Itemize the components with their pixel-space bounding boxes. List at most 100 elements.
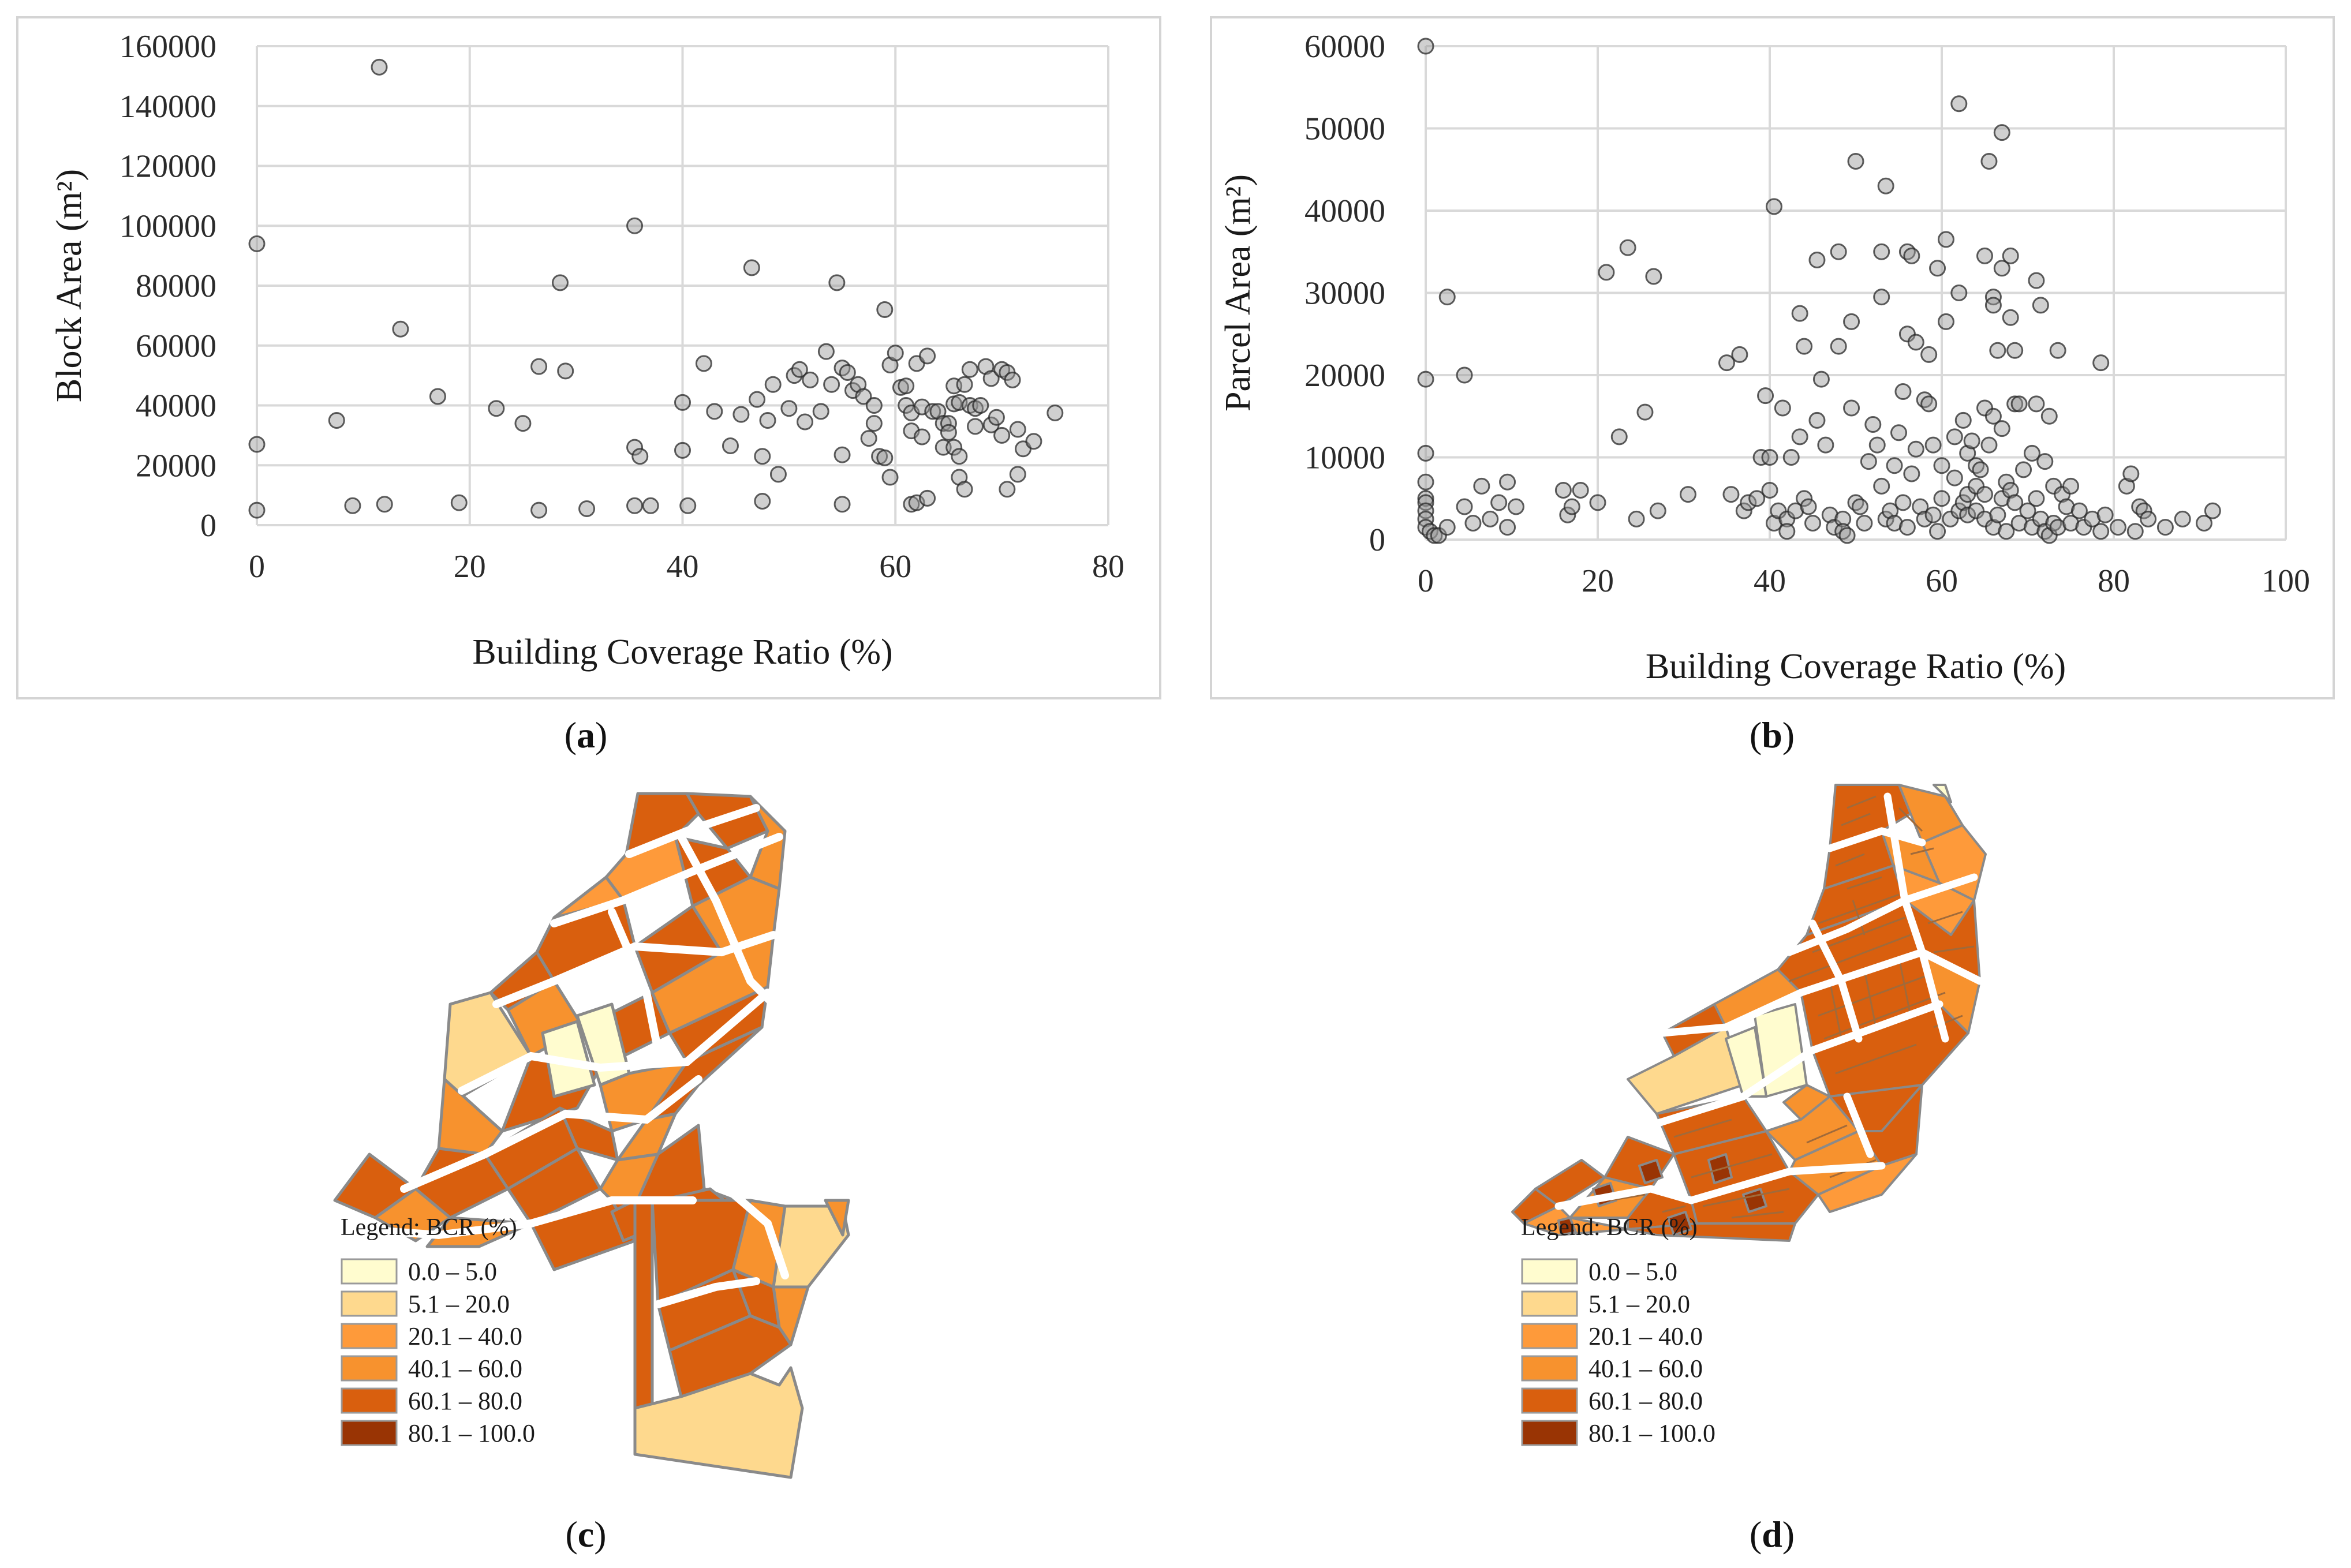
data-point	[450, 494, 468, 511]
data-point	[2062, 477, 2079, 495]
data-point	[328, 411, 345, 429]
legend-label: 5.1 – 20.0	[1588, 1290, 1690, 1318]
data-point	[1920, 395, 1938, 413]
data-point	[1877, 177, 1894, 194]
data-point	[1679, 486, 1696, 503]
data-point	[1860, 453, 1877, 470]
data-point	[1989, 342, 2006, 359]
data-point	[1796, 490, 1813, 507]
caption-a-letter: a	[577, 714, 595, 755]
y-tick-label: 10000	[1305, 440, 1385, 476]
data-point	[551, 274, 569, 291]
data-point	[1735, 502, 1752, 519]
legend-label: 60.1 – 80.0	[1588, 1387, 1703, 1415]
y-tick-label: 80000	[136, 268, 216, 304]
data-point	[1976, 486, 1993, 503]
x-axis-label: Building Coverage Ratio (%)	[1646, 647, 2066, 686]
data-point	[1834, 510, 1852, 527]
data-point	[1761, 482, 1778, 499]
data-point	[1838, 527, 1856, 544]
data-point	[1417, 473, 1434, 491]
data-point	[2028, 490, 2045, 507]
data-point	[488, 400, 505, 417]
data-point	[1800, 498, 1817, 515]
data-point	[1791, 428, 1808, 446]
data-point	[248, 235, 266, 252]
x-tick-label: 80	[1092, 549, 1124, 585]
data-point	[2156, 519, 2174, 536]
data-point	[1916, 510, 1933, 527]
x-tick-label: 0	[1418, 563, 1434, 599]
map-d-parcel-lines	[1610, 795, 1975, 1219]
caption-b-letter: b	[1762, 714, 1782, 755]
data-point	[2122, 465, 2140, 482]
data-point	[828, 274, 846, 291]
data-point	[626, 217, 644, 234]
data-point	[2204, 502, 2221, 519]
legend-label: 20.1 – 40.0	[408, 1322, 522, 1350]
data-point	[1628, 510, 1645, 527]
legend-label: 20.1 – 40.0	[1588, 1322, 1703, 1350]
data-point	[1456, 498, 1473, 515]
data-point	[626, 497, 644, 514]
data-point	[961, 361, 978, 378]
data-point	[2140, 510, 2157, 527]
data-point	[2049, 342, 2066, 359]
data-point	[1847, 153, 1864, 170]
legend-label: 0.0 – 5.0	[408, 1258, 497, 1286]
data-point	[371, 58, 388, 76]
data-point	[557, 362, 574, 380]
data-point	[2096, 506, 2114, 523]
data-point	[1873, 289, 1890, 306]
data-point	[1924, 506, 1942, 523]
data-point	[1946, 428, 1963, 446]
data-point	[1782, 449, 1800, 466]
legend-swatch	[341, 1258, 398, 1285]
map-c-block	[625, 792, 700, 856]
data-point	[514, 415, 532, 432]
y-tick-label: 0	[1369, 522, 1385, 558]
data-point	[2006, 395, 2024, 413]
data-point	[1817, 436, 1834, 454]
data-point	[1752, 449, 1770, 466]
data-point	[791, 361, 808, 378]
data-point	[1976, 247, 1993, 264]
data-point	[2092, 523, 2110, 540]
data-point	[1830, 338, 1847, 355]
data-point	[935, 415, 952, 432]
data-point	[1882, 502, 1899, 519]
data-point	[797, 413, 814, 431]
data-point	[1998, 523, 2015, 540]
x-tick-label: 80	[2098, 563, 2130, 599]
data-point	[1851, 498, 1868, 515]
legend-label: 0.0 – 5.0	[1588, 1258, 1677, 1286]
data-point	[940, 415, 957, 432]
data-point	[706, 403, 723, 420]
data-point	[993, 426, 1011, 444]
x-tick-label: 40	[1754, 563, 1786, 599]
data-point	[1920, 346, 1938, 363]
data-point	[876, 301, 894, 318]
data-point	[1482, 510, 1499, 527]
legend-swatch	[341, 1355, 398, 1382]
data-point	[1946, 469, 1963, 487]
data-point	[2028, 395, 2045, 413]
legend-label: 5.1 – 20.0	[408, 1290, 510, 1318]
data-point	[754, 493, 771, 510]
legend-label: 60.1 – 80.0	[408, 1387, 522, 1415]
data-point	[674, 441, 691, 459]
data-point	[1046, 404, 1064, 421]
data-point	[1808, 411, 1826, 429]
data-point	[732, 406, 750, 423]
data-point	[1554, 482, 1572, 499]
data-point	[1830, 243, 1847, 260]
data-point	[764, 376, 782, 393]
data-point	[679, 497, 697, 514]
data-point	[1954, 494, 1972, 511]
data-point	[1877, 510, 1894, 527]
data-point	[642, 497, 659, 514]
data-point	[1778, 523, 1796, 540]
y-tick-label: 20000	[1305, 358, 1385, 394]
data-point	[1490, 494, 1508, 511]
data-point	[2109, 519, 2126, 536]
